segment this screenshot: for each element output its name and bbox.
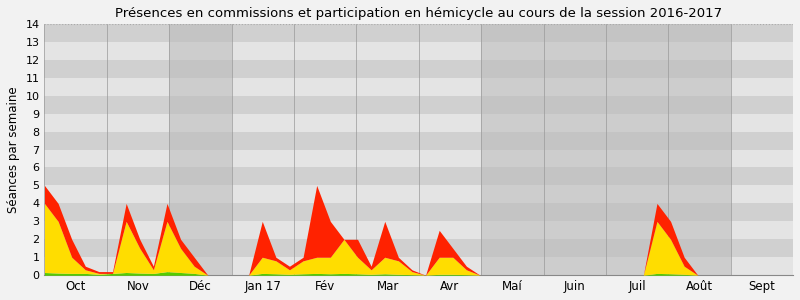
Bar — [45, 203, 793, 221]
Bar — [45, 24, 793, 42]
Bar — [45, 96, 793, 114]
Bar — [45, 149, 793, 167]
Bar — [45, 60, 793, 78]
Title: Présences en commissions et participation en hémicycle au cours de la session 20: Présences en commissions et participatio… — [115, 7, 722, 20]
Bar — [45, 239, 793, 257]
Y-axis label: Séances par semaine: Séances par semaine — [7, 86, 20, 213]
Bar — [45, 42, 793, 60]
Bar — [45, 167, 793, 185]
Bar — [45, 185, 793, 203]
Bar — [668, 24, 730, 275]
Bar — [543, 24, 606, 275]
Bar — [170, 24, 232, 275]
Bar — [45, 114, 793, 132]
Bar — [45, 221, 793, 239]
Bar — [45, 78, 793, 96]
Bar — [481, 24, 543, 275]
Bar — [45, 132, 793, 149]
Bar — [45, 257, 793, 275]
Bar — [606, 24, 668, 275]
